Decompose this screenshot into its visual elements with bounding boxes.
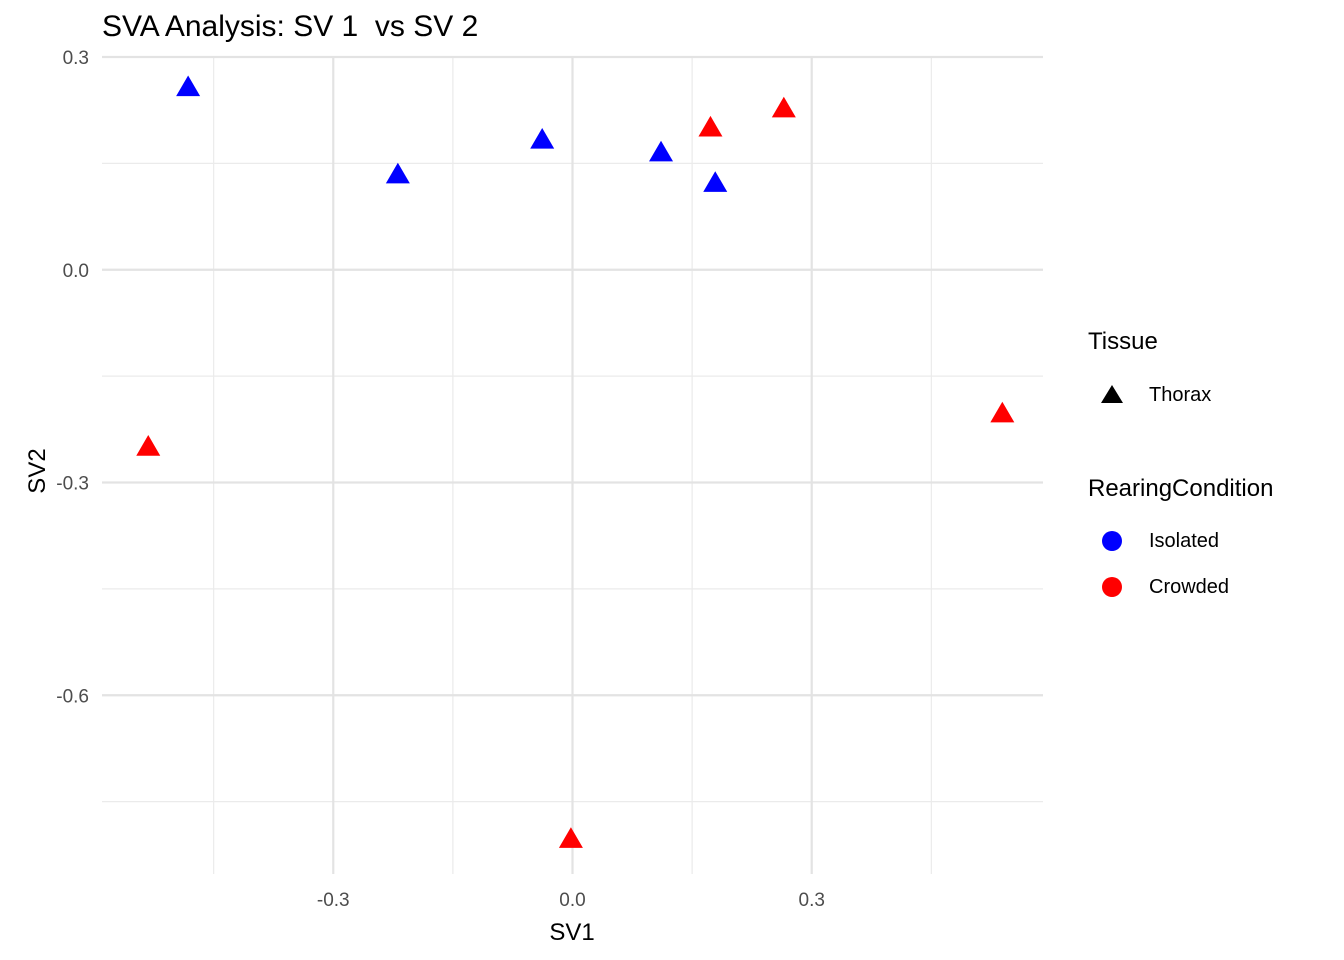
y-tick-label: 0.3 (63, 48, 89, 69)
data-points (136, 75, 1015, 848)
legend-title-rearing-condition: RearingCondition (1088, 475, 1274, 502)
data-point-isolated (385, 162, 410, 184)
y-tick-label: -0.3 (56, 474, 89, 495)
major-gridlines (102, 55, 1043, 874)
legend-tissue: Tissue Thorax (1088, 328, 1211, 406)
data-point-crowded (698, 115, 723, 137)
x-tick-label: -0.3 (317, 890, 350, 911)
legend-rearing-condition: RearingCondition Isolated Crowded (1088, 475, 1274, 598)
x-tick-label: 0.3 (799, 890, 825, 911)
x-axis-label: SV1 (549, 919, 594, 946)
chart-title: SVA Analysis: SV 1 vs SV 2 (102, 10, 479, 43)
data-point-crowded (990, 401, 1015, 423)
circle-icon (1102, 577, 1122, 597)
data-point-isolated (530, 127, 555, 149)
data-point-crowded (771, 96, 796, 118)
y-axis-label: SV2 (24, 448, 51, 493)
data-point-isolated (649, 140, 674, 162)
y-tick-label: 0.0 (63, 261, 89, 282)
data-point-isolated (176, 75, 201, 97)
data-point-isolated (703, 171, 728, 192)
x-tick-label: 0.0 (559, 890, 585, 911)
tick-labels: -0.3 0.0 0.3 0.3 0.0 -0.3 -0.6 (56, 48, 825, 911)
legend-label-crowded: Crowded (1149, 576, 1230, 598)
circle-icon (1102, 531, 1122, 551)
legend-label-isolated: Isolated (1149, 530, 1220, 552)
y-tick-label: -0.6 (56, 686, 89, 707)
data-point-crowded (136, 435, 161, 456)
triangle-icon (1101, 385, 1123, 403)
data-point-crowded (558, 827, 583, 848)
legend-title-tissue: Tissue (1088, 328, 1158, 355)
legend-label-thorax: Thorax (1149, 384, 1212, 406)
